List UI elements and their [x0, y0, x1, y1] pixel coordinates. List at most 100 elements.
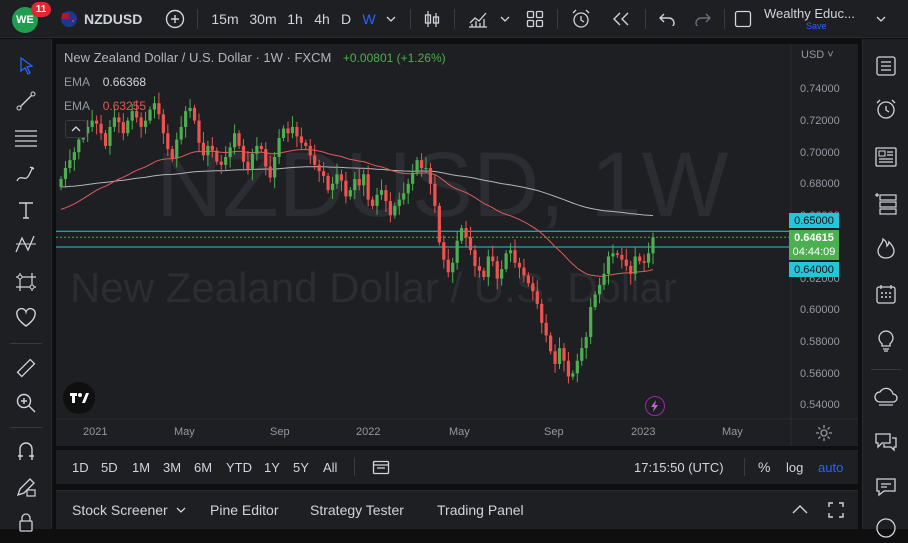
layout-button[interactable] — [521, 0, 549, 38]
redo-button[interactable] — [690, 0, 716, 38]
percent-toggle[interactable]: % — [758, 459, 771, 475]
hotlists-button[interactable] — [871, 233, 901, 263]
help-button[interactable] — [871, 513, 901, 543]
timeframe-15m[interactable]: 15m — [211, 11, 239, 27]
zoom-tool[interactable] — [11, 388, 41, 418]
forecast-tool[interactable] — [11, 267, 41, 297]
news-button[interactable] — [871, 142, 901, 172]
compare-symbol-button[interactable] — [162, 0, 188, 38]
favorites-tool[interactable] — [11, 303, 41, 333]
range-all[interactable]: All — [323, 459, 338, 475]
events-marker[interactable] — [645, 396, 665, 416]
candle-body — [246, 161, 250, 170]
indicators-button[interactable] — [464, 0, 492, 38]
chevron-down-icon — [386, 16, 396, 22]
candle-body — [526, 275, 530, 284]
brush-tool[interactable] — [11, 159, 41, 189]
maximize-panel-button[interactable] — [828, 491, 844, 529]
nzd-flag-icon — [61, 11, 77, 27]
pattern-tool[interactable] — [11, 230, 41, 260]
range-6m[interactable]: 6M — [194, 459, 213, 475]
chats-button[interactable] — [871, 427, 901, 457]
alert-button[interactable] — [566, 0, 596, 38]
range-1y[interactable]: 1Y — [264, 459, 280, 475]
candle-body — [651, 237, 655, 254]
chart-pane[interactable]: NZDUSD, 1W New Zealand Dollar / U.S. Dol… — [56, 44, 858, 446]
time-tick: May — [174, 426, 195, 438]
candle-body — [139, 117, 143, 127]
ema-legend-2[interactable]: EMA 0.63255 — [64, 99, 146, 113]
auto-toggle[interactable]: auto — [818, 459, 844, 475]
stay-in-drawing-mode-tool[interactable] — [11, 472, 41, 502]
ema-legend-1[interactable]: EMA 0.66368 — [64, 75, 146, 89]
range-1m[interactable]: 1M — [132, 459, 151, 475]
range-5d[interactable]: 5D — [101, 459, 118, 475]
watermark-symbol: NZDUSD, 1W — [156, 134, 729, 236]
range-3m[interactable]: 3M — [163, 459, 182, 475]
symbol-search-button[interactable]: NZDUSD — [60, 0, 150, 38]
calendar-icon — [876, 285, 896, 304]
measure-tool[interactable] — [11, 353, 41, 383]
cursor-tool[interactable] — [11, 51, 41, 81]
chart-type-button[interactable] — [418, 0, 446, 38]
trend-line-tool[interactable] — [11, 86, 41, 116]
bottom-panels-bar: Stock Screener Pine Editor Strategy Test… — [56, 490, 858, 529]
range-ytd[interactable]: YTD — [226, 459, 252, 475]
object-tree-button[interactable] — [871, 188, 901, 218]
candle-body — [535, 291, 539, 304]
pencil-lock-icon — [16, 478, 36, 497]
currency-label[interactable]: USD ˅ — [801, 49, 834, 61]
stock-screener-tab[interactable]: Stock Screener — [72, 491, 186, 529]
price-chart[interactable]: NZDUSD, 1W New Zealand Dollar / U.S. Dol… — [56, 44, 858, 446]
pine-editor-tab[interactable]: Pine Editor — [210, 502, 279, 518]
candle-body — [308, 145, 312, 156]
timeframe-1h[interactable]: 1h — [287, 11, 303, 27]
trading-panel-tab[interactable]: Trading Panel — [437, 502, 524, 518]
fullscreen-toggle[interactable] — [731, 0, 755, 38]
alarm-plus-icon — [572, 9, 590, 28]
tradingview-logo[interactable] — [63, 382, 95, 414]
fib-lines-icon — [15, 130, 37, 147]
log-toggle[interactable]: log — [786, 459, 804, 475]
candle-body — [500, 269, 504, 279]
streams-button[interactable] — [871, 382, 901, 412]
undo-button[interactable] — [654, 0, 680, 38]
text-tool[interactable] — [11, 195, 41, 225]
calendar-range-icon — [372, 460, 390, 475]
timeframe-dropdown[interactable] — [382, 0, 400, 38]
lock-drawings-tool[interactable] — [11, 507, 41, 537]
magnet-tool[interactable] — [11, 436, 41, 466]
collapse-legend-button[interactable] — [65, 120, 87, 138]
watchlist-button[interactable] — [871, 51, 901, 81]
chart-settings-button[interactable] — [815, 424, 833, 446]
alerts-button[interactable] — [871, 94, 901, 124]
timeframe-4h[interactable]: 4h — [314, 11, 330, 27]
messages-button[interactable] — [871, 472, 901, 502]
candle-body — [477, 265, 482, 271]
calendar-button[interactable] — [871, 279, 901, 309]
candle-body — [68, 160, 72, 168]
strategy-tester-tab[interactable]: Strategy Tester — [310, 502, 404, 518]
fib-tool[interactable] — [11, 123, 41, 153]
timeframe-30m[interactable]: 30m — [249, 11, 277, 27]
layout-menu-dropdown[interactable] — [872, 0, 890, 38]
ideas-button[interactable] — [871, 326, 901, 356]
timeframe-d[interactable]: D — [340, 11, 352, 27]
range-bar: 1D 5D 1M 3M 6M YTD 1Y 5Y All 17:15:50 (U… — [56, 450, 858, 484]
indicators-dropdown[interactable] — [496, 0, 514, 38]
candle-body — [197, 120, 201, 143]
utc-clock[interactable]: 17:15:50 (UTC) — [634, 459, 724, 475]
timeframe-w[interactable]: W — [362, 11, 376, 27]
candle-body — [606, 256, 611, 274]
candle-body — [72, 152, 76, 161]
range-5y[interactable]: 5Y — [293, 459, 309, 475]
goto-date-button[interactable] — [372, 450, 390, 484]
currency-text: USD — [801, 49, 825, 61]
range-1d[interactable]: 1D — [72, 459, 89, 475]
layout-name-button[interactable]: Wealthy Educ... Save — [764, 0, 864, 38]
candle-body — [437, 205, 441, 243]
plus-circle-icon — [165, 9, 185, 29]
collapse-panel-button[interactable] — [792, 491, 808, 529]
replay-button[interactable] — [606, 0, 636, 38]
stock-screener-label: Stock Screener — [72, 502, 168, 518]
